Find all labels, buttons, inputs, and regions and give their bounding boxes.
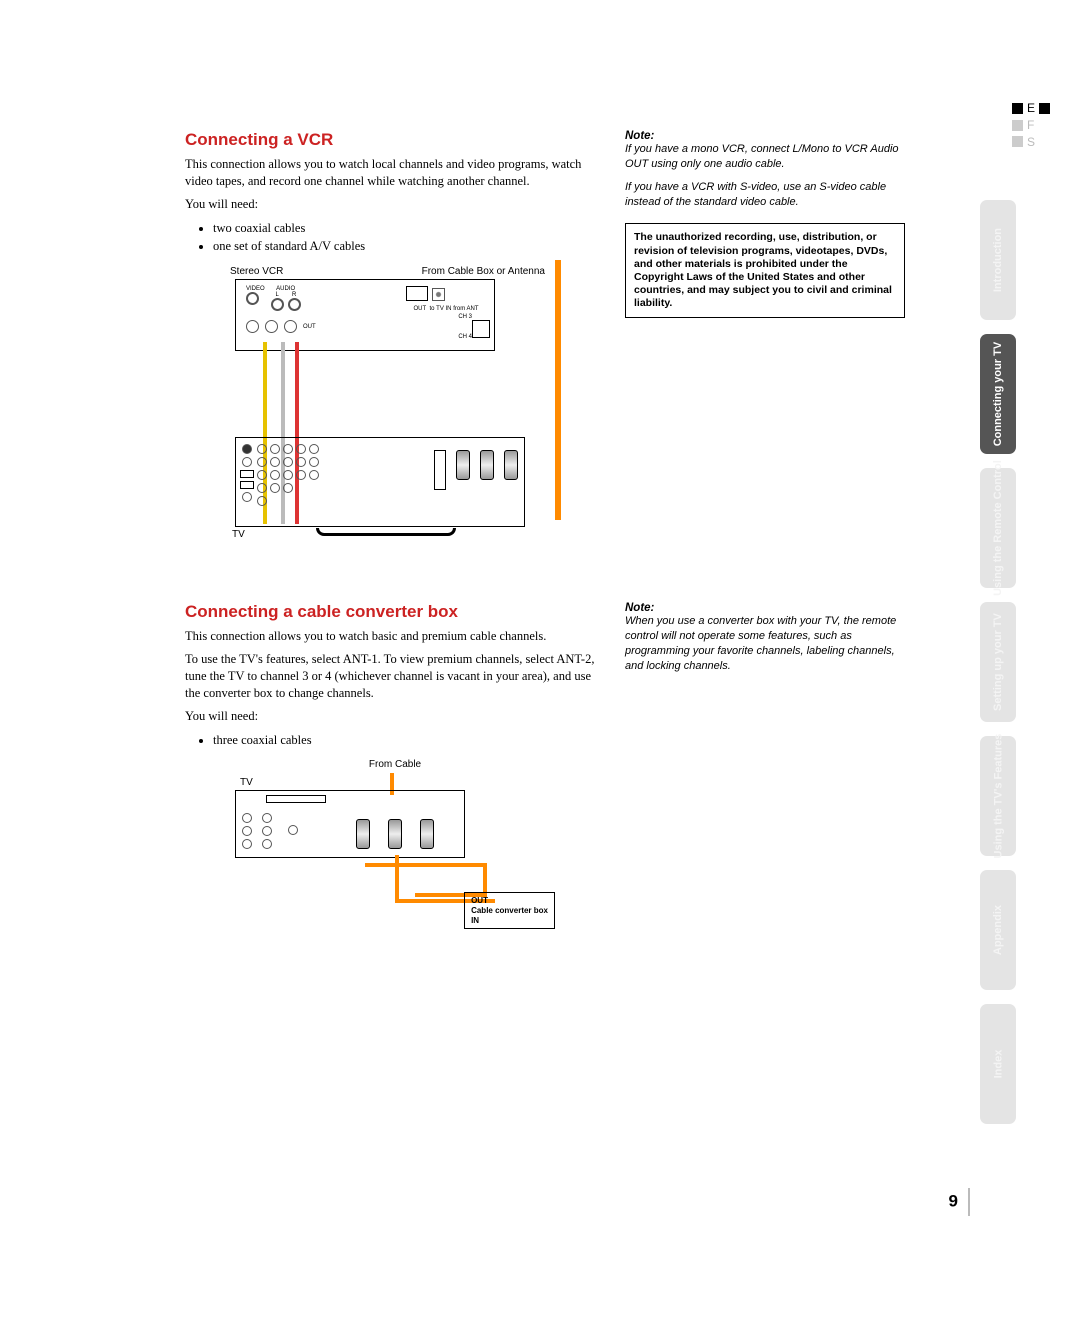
list-item: one set of standard A/V cables — [213, 237, 595, 256]
note-mono: If you have a mono VCR, connect L/Mono t… — [625, 142, 905, 172]
tab-appendix[interactable]: Appendix — [980, 870, 1016, 990]
copyright-warning: The unauthorized recording, use, distrib… — [625, 223, 905, 318]
vcr-label: Stereo VCR — [230, 266, 283, 277]
vcr-diagram: From Cable Box or Antenna Stereo VCR VID… — [235, 266, 595, 556]
lang-e: E — [1027, 100, 1035, 117]
tv-label: TV — [232, 529, 245, 540]
diagram-label: From Cable — [235, 759, 555, 770]
tab-index[interactable]: Index — [980, 1004, 1016, 1124]
tab-setting-up[interactable]: Setting up your TV — [980, 602, 1016, 722]
tab-remote[interactable]: Using the Remote Control — [980, 468, 1016, 588]
converter-box-label: OUT Cable converter box IN — [464, 892, 555, 929]
tab-connecting[interactable]: Connecting your TV — [980, 334, 1016, 454]
vcr-intro: This connection allows you to watch loca… — [185, 156, 595, 190]
note-title: Note: — [625, 130, 905, 142]
converter-diagram: From Cable TV — [235, 759, 595, 929]
note-title: Note: — [625, 602, 905, 614]
vcr-need-label: You will need: — [185, 196, 595, 213]
conv-need-list: three coaxial cables — [213, 731, 595, 750]
conv-need-label: You will need: — [185, 708, 595, 725]
heading-vcr: Connecting a VCR — [185, 130, 595, 150]
conv-intro: This connection allows you to watch basi… — [185, 628, 595, 645]
lang-s: S — [1027, 134, 1035, 151]
conv-intro2: To use the TV's features, select ANT-1. … — [185, 651, 595, 702]
note-svideo: If you have a VCR with S-video, use an S… — [625, 180, 905, 210]
tab-features[interactable]: Using the TV's Features — [980, 736, 1016, 856]
tv-label: TV — [240, 777, 253, 788]
page-number: 9 — [949, 1188, 970, 1216]
section-tabs: Introduction Connecting your TV Using th… — [980, 200, 1050, 1138]
list-item: two coaxial cables — [213, 219, 595, 238]
lang-f: F — [1027, 117, 1034, 134]
tab-introduction[interactable]: Introduction — [980, 200, 1016, 320]
list-item: three coaxial cables — [213, 731, 595, 750]
vcr-need-list: two coaxial cables one set of standard A… — [213, 219, 595, 257]
note-converter: When you use a converter box with your T… — [625, 614, 905, 673]
heading-converter: Connecting a cable converter box — [185, 602, 595, 622]
language-indicator: E F S — [1012, 100, 1050, 150]
